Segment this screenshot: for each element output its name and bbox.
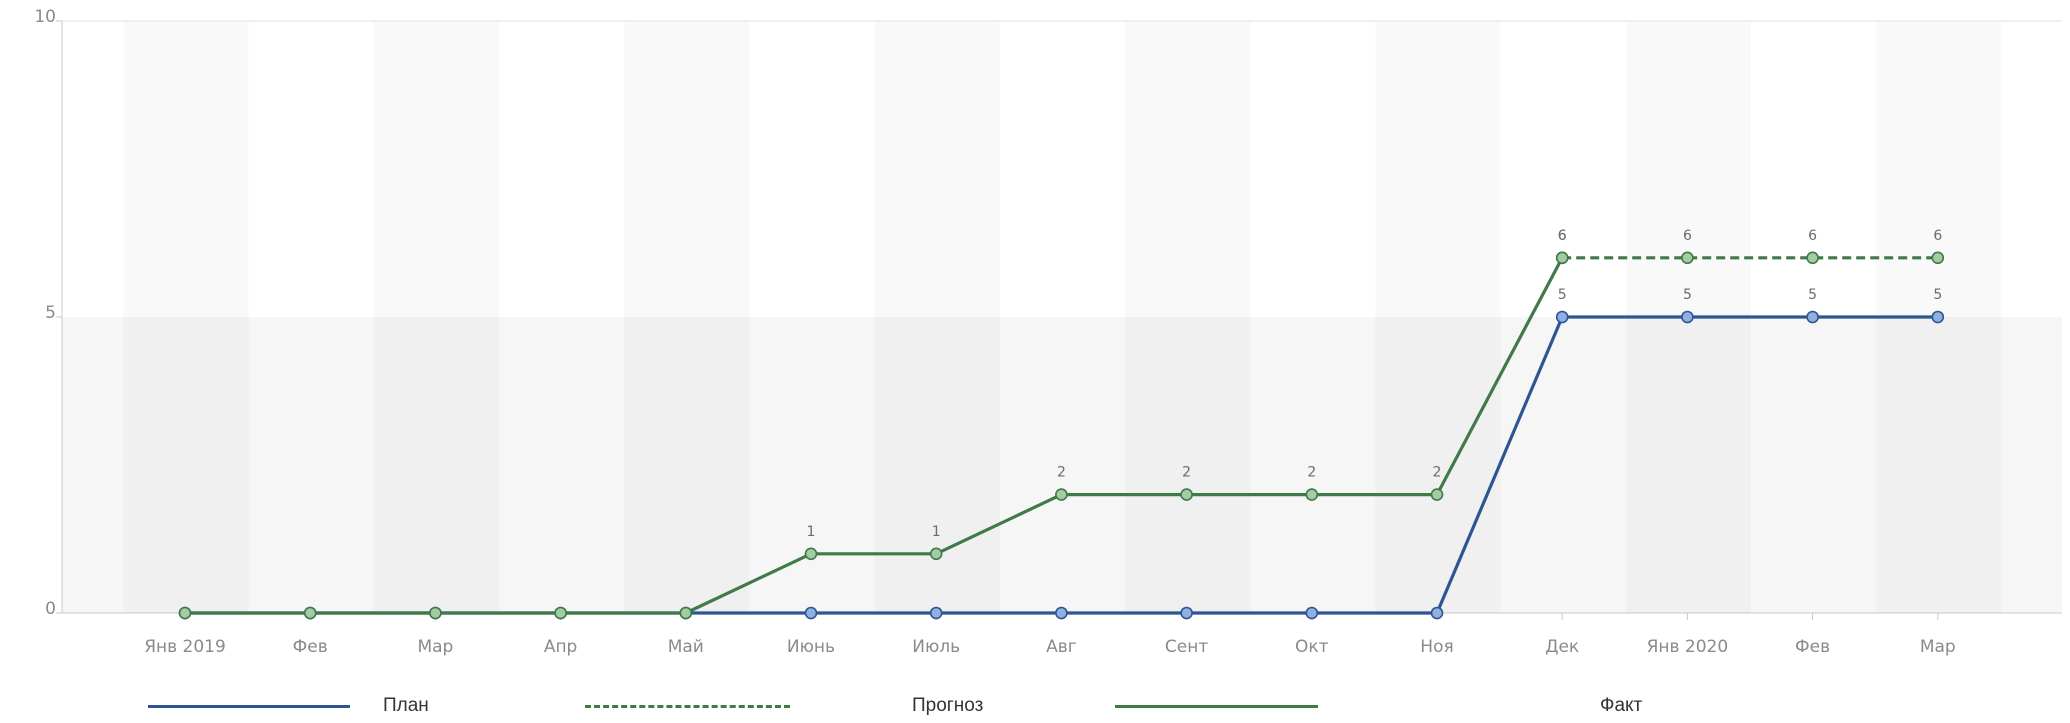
forecast-point xyxy=(1806,251,1819,265)
legend: План Прогноз Факт xyxy=(0,690,2070,723)
fact-data-label: 1 xyxy=(807,524,816,540)
y-tick-label: 5 xyxy=(45,303,56,323)
x-tick-label: Фев xyxy=(1795,637,1830,657)
plan-point xyxy=(804,606,818,620)
plan-point xyxy=(1305,606,1319,620)
legend-label-forecast: Прогноз xyxy=(912,695,984,716)
fact-point xyxy=(303,606,317,620)
fact-line xyxy=(185,257,1564,615)
x-tick-label: Сент xyxy=(1165,637,1208,657)
legend-label-fact: Факт xyxy=(1600,695,1643,716)
forecast-data-label: 6 xyxy=(1933,228,1942,244)
forecast-data-label: 6 xyxy=(1558,228,1567,244)
plan-point xyxy=(1430,606,1444,620)
fact-point xyxy=(1055,488,1068,501)
x-tick-label: Мар xyxy=(1920,637,1956,657)
plan-data-label: 5 xyxy=(1558,287,1567,303)
plan-point xyxy=(1180,606,1193,620)
x-tick-label: Июнь xyxy=(787,637,835,657)
legend-swatch-fact xyxy=(1115,705,1318,708)
x-tick-label: Окт xyxy=(1295,637,1329,657)
fact-point xyxy=(429,606,442,620)
x-tick-label: Май xyxy=(668,637,704,657)
fact-data-label: 6 xyxy=(1558,228,1567,244)
plan-data-label: 5 xyxy=(1683,287,1692,303)
forecast-data-label: 6 xyxy=(1808,228,1817,244)
vertical-band xyxy=(1125,21,1250,613)
grid-bands xyxy=(62,21,2062,613)
fact-data-label: 2 xyxy=(1182,465,1191,481)
labels-layer: 5 5 5 56 6 6 61 12 2 2 26 xyxy=(807,228,1943,540)
forecast-point xyxy=(1931,251,1945,265)
x-tick-label: Янв 2019 xyxy=(144,637,226,657)
x-tick-label: Апр xyxy=(544,637,578,657)
plan-point xyxy=(1681,310,1694,324)
plan-point xyxy=(1806,310,1819,324)
fact-point xyxy=(929,547,943,561)
plan-data-label: 5 xyxy=(1808,287,1817,303)
x-tick-label: Янв 2020 xyxy=(1647,637,1729,657)
plan-point xyxy=(1055,606,1068,620)
horizontal-band xyxy=(62,317,2062,613)
x-tick-label: Ноя xyxy=(1420,637,1453,657)
y-tick-label: 0 xyxy=(45,599,56,619)
fact-point xyxy=(804,547,818,561)
forecast-point xyxy=(1681,251,1694,265)
forecast-point xyxy=(1555,251,1569,265)
fact-point xyxy=(1180,488,1193,501)
x-tick-label: Июль xyxy=(912,637,960,657)
plan-point xyxy=(1931,310,1945,324)
x-tick-label: Мар xyxy=(417,637,453,657)
fact-point xyxy=(1430,488,1444,501)
fact-point xyxy=(1305,488,1319,501)
series-layer xyxy=(178,251,1945,620)
vertical-band xyxy=(123,21,248,613)
vertical-band xyxy=(624,21,749,613)
plan-point xyxy=(929,606,943,620)
y-tick-label: 10 xyxy=(34,7,56,27)
fact-data-label: 1 xyxy=(932,524,941,540)
fact-data-label: 2 xyxy=(1057,465,1066,481)
vertical-band xyxy=(374,21,499,613)
forecast-data-label: 6 xyxy=(1683,228,1692,244)
vertical-band xyxy=(1375,21,1500,613)
plan-data-label: 5 xyxy=(1933,287,1942,303)
legend-swatch-forecast xyxy=(585,705,790,708)
plan-point xyxy=(1555,310,1569,324)
fact-data-label: 2 xyxy=(1307,465,1316,481)
x-tick-label: Дек xyxy=(1545,637,1579,657)
fact-data-label: 2 xyxy=(1433,465,1442,481)
line-chart: 0 5 10 Янв 2019 Фев Мар Апр Май Июнь Июль Авг Сент О… xyxy=(34,7,2062,657)
legend-label-plan: План xyxy=(383,695,429,716)
legend-swatch-plan xyxy=(148,705,350,708)
x-tick-label: Фев xyxy=(293,637,328,657)
fact-point xyxy=(554,606,567,620)
fact-point xyxy=(178,606,192,620)
fact-point xyxy=(679,606,693,620)
x-tick-label: Авг xyxy=(1046,637,1077,657)
